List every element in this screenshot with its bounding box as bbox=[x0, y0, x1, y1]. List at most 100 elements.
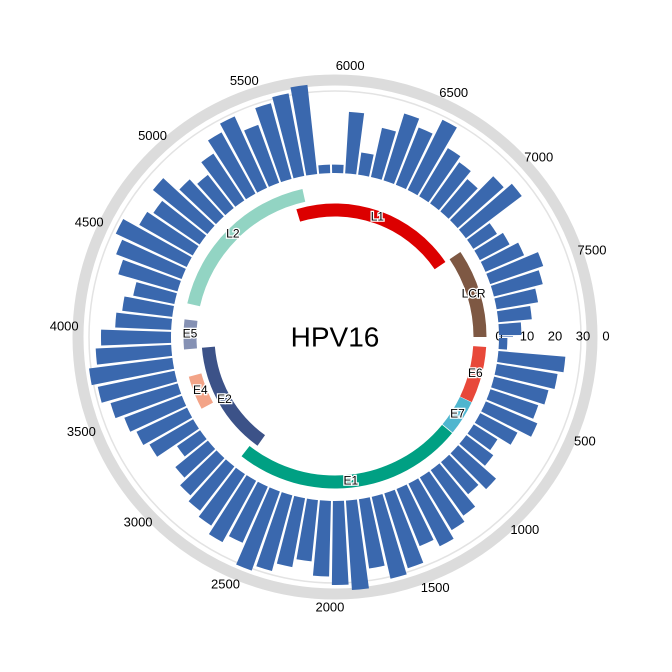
bar bbox=[180, 450, 225, 496]
bar bbox=[331, 164, 344, 174]
bar bbox=[371, 494, 407, 579]
gene-arc bbox=[460, 346, 487, 403]
bar bbox=[358, 152, 374, 177]
bar bbox=[370, 127, 396, 180]
gene-arc bbox=[449, 251, 487, 337]
bar bbox=[486, 389, 539, 419]
bar bbox=[498, 336, 513, 337]
bar bbox=[407, 119, 457, 196]
gene-label: E4 bbox=[193, 383, 208, 397]
bar bbox=[115, 312, 173, 330]
bar bbox=[486, 252, 544, 285]
bar bbox=[197, 174, 234, 216]
x-tick-label: 6500 bbox=[439, 85, 468, 100]
gene-label: E6 bbox=[468, 366, 483, 380]
gene-arc bbox=[442, 396, 472, 433]
x-tick-label: 4000 bbox=[50, 318, 79, 333]
bar bbox=[490, 270, 543, 297]
bar bbox=[272, 93, 305, 179]
x-tick-label: 3500 bbox=[67, 424, 96, 439]
y-tick-label: 20 bbox=[548, 328, 562, 343]
gene-label: E2 bbox=[217, 392, 232, 406]
bar bbox=[496, 305, 532, 323]
bar bbox=[188, 459, 235, 511]
bar bbox=[430, 162, 471, 211]
bar bbox=[179, 179, 224, 225]
gene-label: E1 bbox=[343, 473, 358, 487]
bar bbox=[110, 383, 182, 419]
bar bbox=[450, 176, 504, 229]
bar bbox=[101, 329, 172, 346]
bar bbox=[498, 337, 508, 350]
bar bbox=[177, 430, 207, 457]
bar bbox=[256, 492, 293, 572]
gene-arc bbox=[187, 189, 306, 307]
bar bbox=[384, 489, 424, 569]
y-tick-label: 30 bbox=[576, 328, 590, 343]
bar bbox=[396, 484, 434, 547]
bar bbox=[494, 363, 558, 389]
bar bbox=[255, 103, 292, 183]
chart-title: HPV16 bbox=[291, 321, 380, 352]
bar bbox=[467, 424, 498, 451]
bar bbox=[419, 471, 465, 531]
x-tick-label: 1000 bbox=[510, 522, 539, 537]
bar bbox=[95, 344, 173, 365]
bar bbox=[345, 499, 369, 591]
gene-label: E7 bbox=[450, 407, 465, 421]
bar bbox=[97, 370, 178, 403]
x-tick-label: 2500 bbox=[211, 576, 240, 591]
bar bbox=[236, 487, 280, 571]
bar bbox=[419, 148, 461, 203]
gene-arc bbox=[201, 346, 266, 446]
bar bbox=[149, 419, 199, 457]
gene-arc bbox=[183, 319, 198, 350]
bar bbox=[276, 495, 306, 568]
bar bbox=[244, 124, 280, 187]
y-tick-label: 10 bbox=[520, 328, 534, 343]
bar bbox=[228, 481, 268, 543]
bar bbox=[491, 376, 549, 405]
outer-ring bbox=[72, 74, 598, 600]
bar bbox=[430, 463, 476, 516]
x-tick-label: 2000 bbox=[315, 599, 344, 614]
x-tick-label: 7500 bbox=[578, 243, 607, 258]
bar bbox=[312, 500, 331, 577]
bar bbox=[153, 200, 207, 245]
bar bbox=[358, 497, 385, 569]
bar bbox=[152, 178, 215, 234]
x-tick-label: 5000 bbox=[138, 128, 167, 143]
gene-arc bbox=[241, 424, 453, 489]
bar bbox=[467, 223, 497, 249]
bar bbox=[201, 153, 245, 207]
bar bbox=[175, 440, 216, 478]
bar bbox=[220, 116, 268, 193]
x-tick-label: 3000 bbox=[124, 515, 153, 530]
bar bbox=[136, 407, 193, 445]
bar bbox=[133, 282, 177, 305]
bar bbox=[474, 232, 510, 261]
bar bbox=[198, 467, 245, 526]
x-tick-label: 7000 bbox=[524, 150, 553, 165]
gene-label: L2 bbox=[226, 226, 240, 240]
gene-arc bbox=[188, 373, 214, 409]
x-tick-label: 5500 bbox=[230, 73, 259, 88]
bar bbox=[440, 179, 478, 219]
gene-label: L1 bbox=[371, 209, 385, 223]
bar bbox=[459, 435, 494, 466]
bar bbox=[440, 454, 479, 495]
bar bbox=[118, 259, 181, 292]
gene-label: E5 bbox=[183, 327, 198, 341]
bar bbox=[450, 445, 497, 490]
bar bbox=[395, 127, 433, 190]
x-tick-label: 4500 bbox=[75, 214, 104, 229]
bar bbox=[480, 242, 525, 272]
bar bbox=[296, 498, 318, 562]
bar bbox=[474, 413, 518, 445]
bar bbox=[331, 500, 349, 585]
bar bbox=[481, 401, 538, 437]
bar bbox=[122, 296, 174, 317]
bar bbox=[116, 239, 186, 280]
x-tick-label: 0 bbox=[602, 328, 609, 343]
